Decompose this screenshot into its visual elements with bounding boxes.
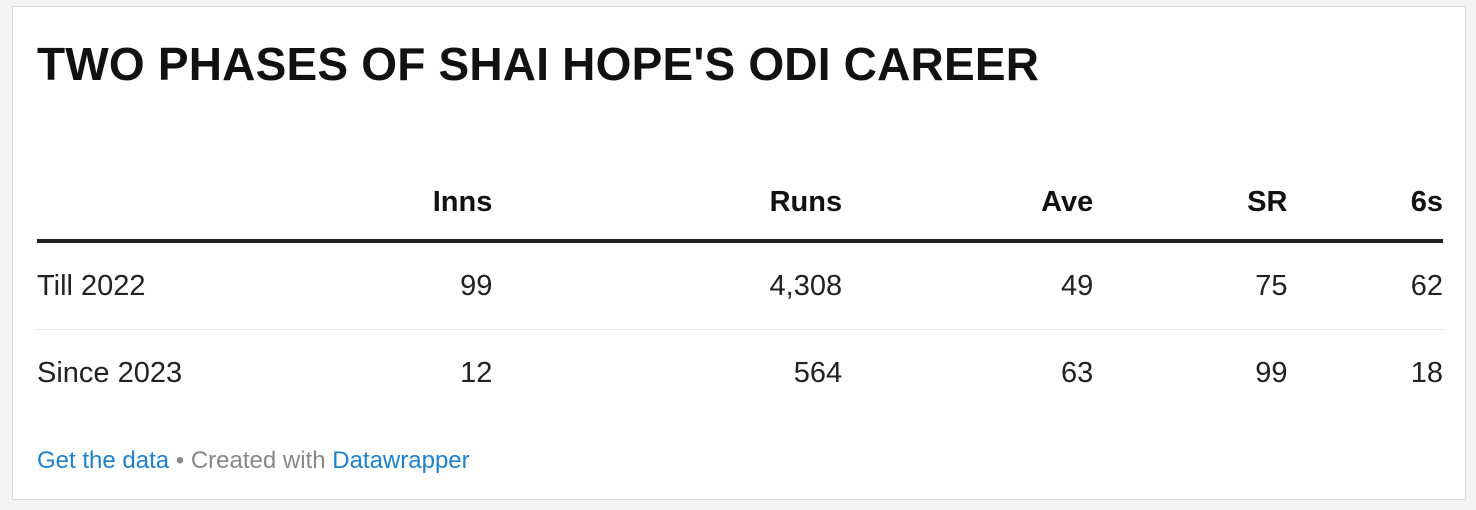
cell-inns: 99: [205, 241, 493, 330]
footer: Get the data • Created with Datawrapper: [37, 447, 470, 475]
cell-runs: 564: [793, 356, 843, 389]
cell-sr: 75: [1093, 241, 1288, 330]
cell-ave: 63: [1061, 356, 1094, 389]
header-label: [37, 157, 205, 243]
cell-inns: 12: [460, 356, 493, 389]
table-title: TWO PHASES OF SHAI HOPE'S ODI CAREER: [37, 38, 1040, 90]
header-sr: SR: [1093, 157, 1288, 243]
header-inns: Inns: [205, 157, 493, 243]
footer-credit-text: • Created with: [169, 447, 333, 474]
header-sixes: 6s: [1287, 157, 1443, 243]
stats-table: Inns Runs Ave SR 6s Till 2022 99 4,308 4…: [37, 157, 1443, 416]
table-row: Till 2022 99 4,308 49 75 62: [37, 241, 1443, 330]
datawrapper-link[interactable]: Datawrapper: [332, 447, 470, 474]
cell-sixes: 18: [1410, 356, 1443, 389]
cell-runs: 4,308: [492, 241, 843, 330]
cell-ave: 49: [842, 241, 1094, 330]
cell-sr: 99: [1255, 356, 1288, 389]
header-ave: Ave: [842, 157, 1094, 243]
table-row: Since 2023 12 564 63 99 18: [37, 330, 1443, 417]
header-runs: Runs: [492, 157, 843, 243]
get-data-link[interactable]: Get the data: [37, 447, 170, 474]
row-label: Since 2023: [37, 356, 183, 389]
row-label: Till 2022: [37, 241, 205, 330]
table-card: TWO PHASES OF SHAI HOPE'S ODI CAREER Inn…: [12, 6, 1466, 500]
header-row: Inns Runs Ave SR 6s: [37, 157, 1443, 243]
cell-sixes: 62: [1287, 241, 1443, 330]
